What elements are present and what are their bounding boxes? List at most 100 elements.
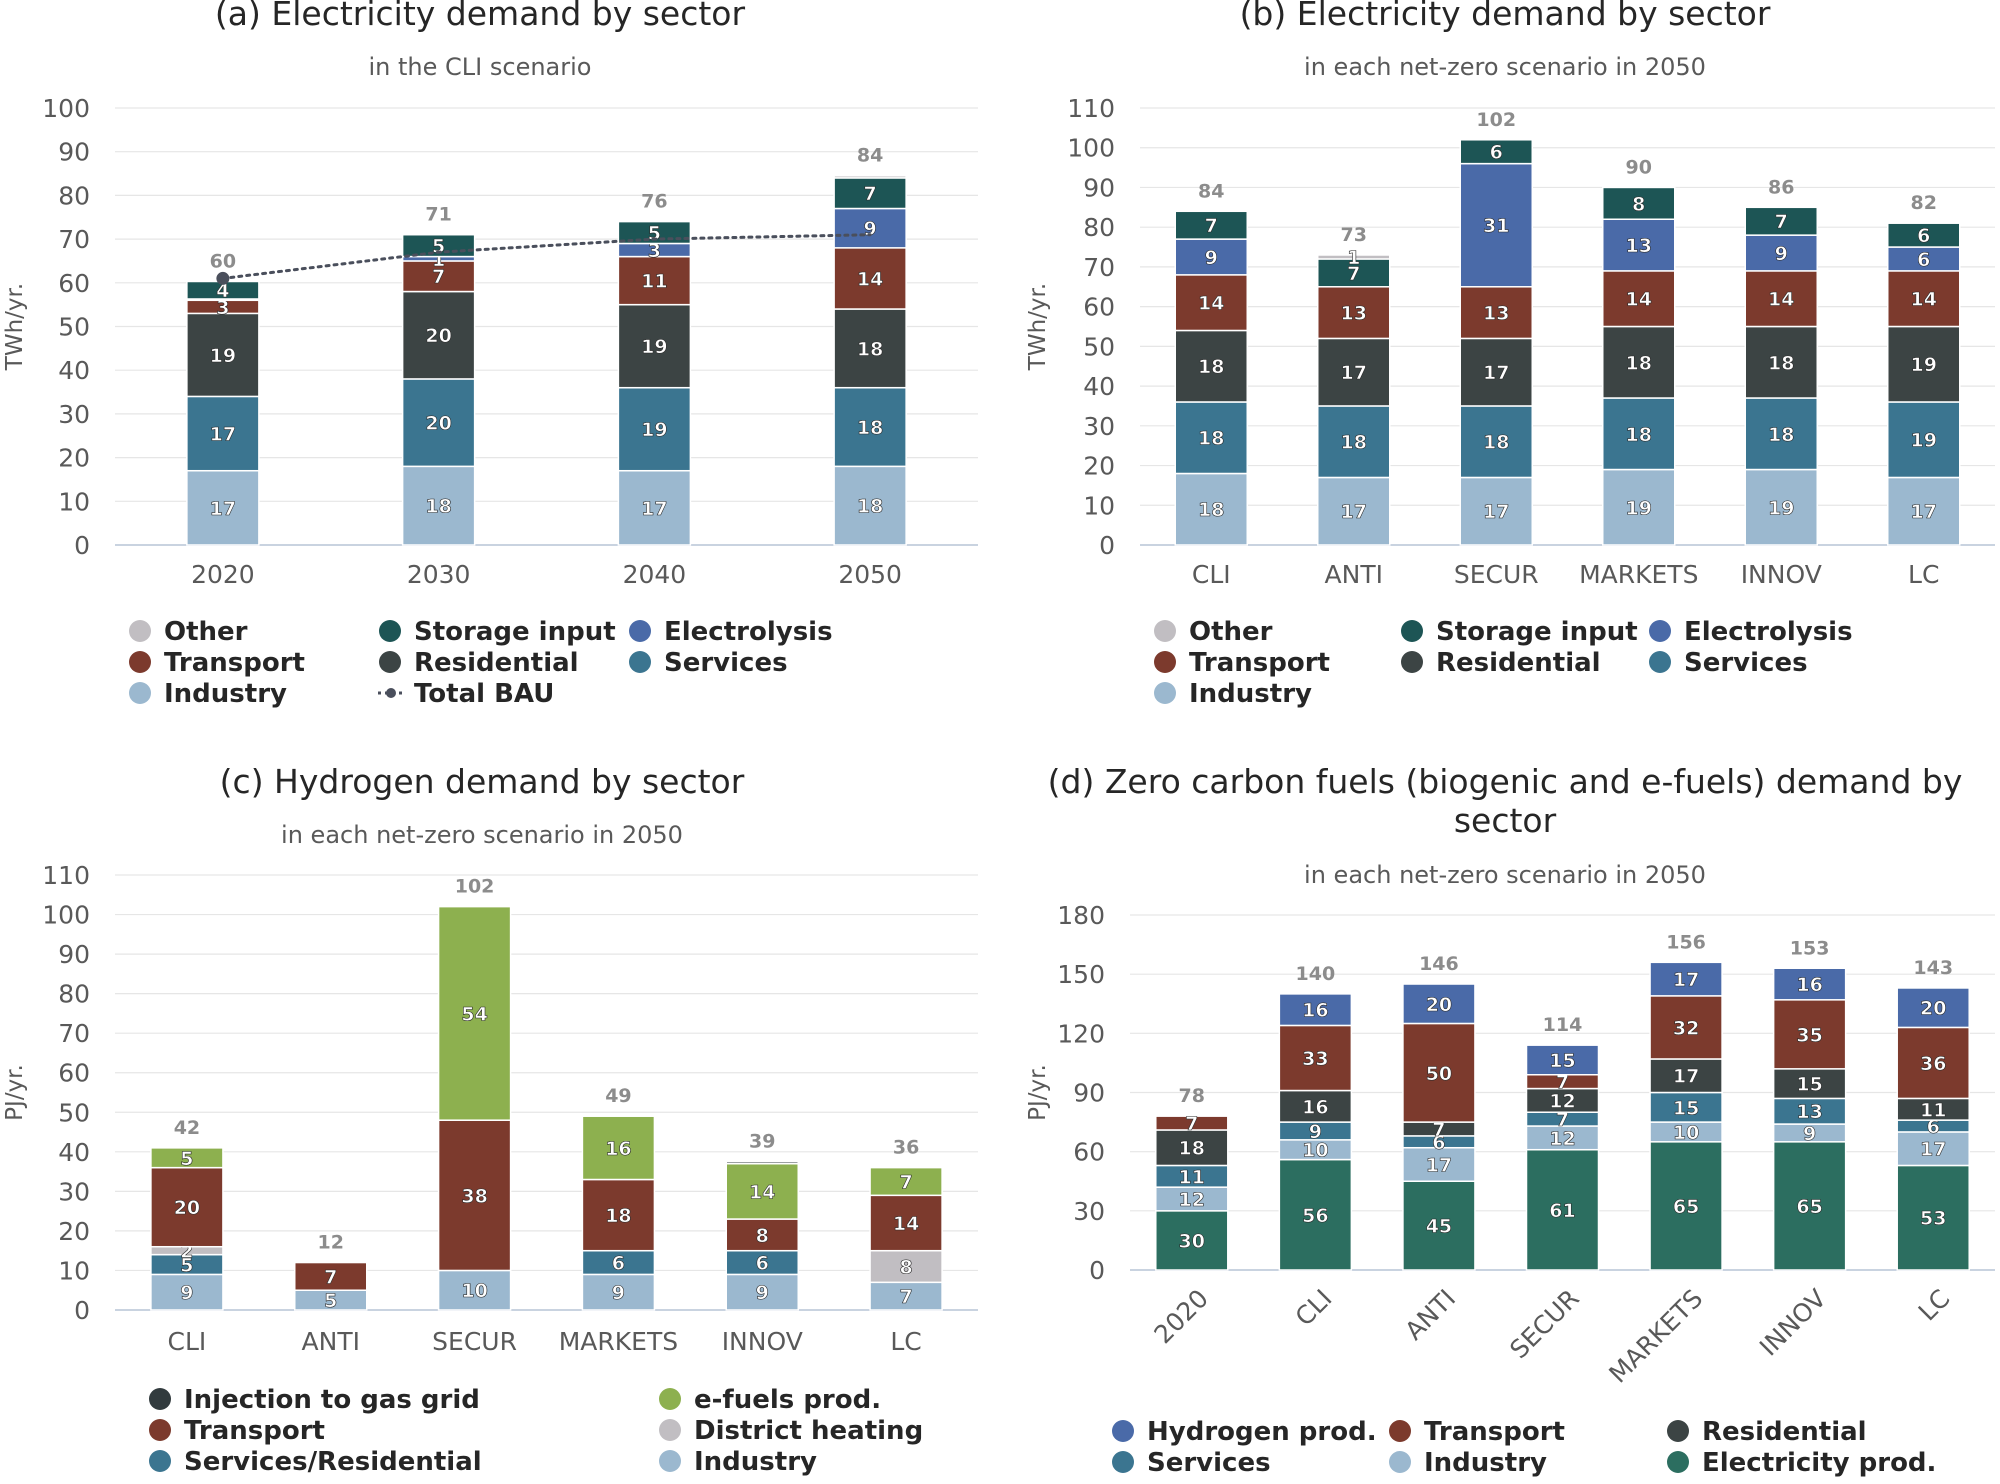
bar-value-label: 18: [1198, 499, 1224, 521]
bar-segment: [437, 1119, 512, 1272]
bar-segment: [1887, 270, 1961, 328]
y-axis-label-d: PJ/yr.: [1025, 1064, 1051, 1121]
chart-subtitle-d: in each net-zero scenario in 2050: [1304, 861, 1706, 889]
bar-total-label: 60: [210, 250, 236, 272]
bar-value-label: 18: [1483, 432, 1509, 454]
bar-segment: [1459, 476, 1533, 546]
bar-value-label: 18: [1198, 428, 1224, 450]
bar-segment: [1602, 218, 1676, 272]
y-tick-label: 90: [1073, 1079, 1105, 1108]
legend-label: Transport: [164, 648, 305, 678]
bar-segment: [401, 465, 476, 546]
x-category-label: INNOV: [722, 1327, 803, 1356]
bar-value-label: 18: [857, 496, 883, 518]
bar-segment: [1317, 405, 1391, 479]
legend-swatch: [659, 1450, 681, 1472]
bar-segment: [1317, 254, 1391, 260]
legend-label: Transport: [1189, 648, 1330, 678]
bar-value-label: 7: [1556, 1109, 1569, 1131]
bar-segment: [1174, 472, 1248, 546]
bar-value-label: 6: [1432, 1132, 1445, 1154]
legend-label: Injection to gas grid: [184, 1385, 480, 1415]
bar-segment: [1402, 1146, 1476, 1182]
bar-segment: [401, 260, 476, 293]
y-tick-label: 100: [42, 94, 90, 123]
bar-value-label: 19: [210, 345, 236, 367]
legend-label: Electrolysis: [1684, 617, 1853, 647]
bar-value-label: 56: [1302, 1205, 1328, 1227]
bar-value-label: 17: [1341, 501, 1367, 523]
legend-label: Residential: [414, 648, 579, 678]
bar-segment: [1772, 1141, 1847, 1271]
bar-value-label: 36: [1920, 1053, 1946, 1075]
legend-swatch: [379, 620, 401, 642]
y-tick-label: 80: [58, 980, 90, 1009]
bar-value-label: 15: [1796, 1074, 1822, 1096]
bar-total-label: 36: [893, 1137, 919, 1159]
bar-segment: [617, 255, 692, 306]
bar-value-label: 18: [425, 496, 451, 518]
bar-value-label: 14: [749, 1181, 775, 1203]
legend-label: Total BAU: [414, 679, 554, 709]
bar-segment: [1459, 162, 1533, 288]
bar-segment: [869, 1281, 943, 1311]
bar-segment: [1887, 476, 1961, 546]
y-tick-label: 30: [1083, 412, 1115, 441]
bar-segment: [1772, 999, 1847, 1070]
bar-segment: [617, 469, 692, 546]
bar-value-label: 7: [1185, 1113, 1198, 1135]
bar-value-label: 9: [180, 1282, 193, 1304]
bar-total-label: 73: [1341, 224, 1367, 246]
bar-segment: [725, 1160, 799, 1165]
bar-value-label: 7: [1205, 215, 1218, 237]
bar-value-label: 1: [1347, 247, 1360, 269]
bar-segment: [1402, 1180, 1476, 1271]
legend-swatch: [149, 1450, 171, 1472]
bar-segment: [1744, 468, 1818, 546]
bar-segment: [186, 469, 260, 546]
bar-value-label: 17: [1920, 1139, 1946, 1161]
bar-value-label: 10: [1302, 1140, 1328, 1162]
bar-value-label: 16: [1302, 1096, 1328, 1118]
bar-value-label: 7: [432, 266, 445, 288]
bar-value-label: 17: [1426, 1154, 1452, 1176]
bar-value-label: 18: [1626, 352, 1652, 374]
bar-segment: [186, 395, 260, 472]
panel-d: (d) Zero carbon fuels (biogenic and e-fu…: [1025, 762, 1995, 1478]
legend-swatch: [1154, 682, 1176, 704]
bar-segment: [1317, 286, 1391, 340]
panel-b: (b) Electricity demand by sector in each …: [1025, 0, 1995, 709]
bar-value-label: 54: [461, 1003, 487, 1025]
x-category-label: SECUR: [1454, 560, 1539, 589]
chart-title-c: (c) Hydrogen demand by sector: [220, 762, 745, 801]
bar-value-label: 17: [641, 498, 667, 520]
legend-label: Industry: [1189, 679, 1312, 709]
bar-value-label: 13: [1626, 235, 1652, 257]
y-tick-label: 100: [42, 901, 90, 930]
legend-swatch: [149, 1388, 171, 1410]
y-tick-label: 40: [58, 356, 90, 385]
bar-segment: [294, 1261, 368, 1291]
bar-segment: [1649, 1091, 1723, 1123]
bar-value-label: 7: [1432, 1119, 1445, 1141]
bar-total-label: 39: [749, 1131, 775, 1153]
bar-segment: [1317, 337, 1391, 407]
bar-value-label: 19: [641, 419, 667, 441]
bar-total-label: 90: [1626, 156, 1652, 178]
bar-value-label: 19: [641, 336, 667, 358]
bar-total-label: 82: [1911, 192, 1937, 214]
bar-value-label: 5: [648, 223, 661, 245]
bar-segment: [1402, 983, 1476, 1025]
bar-total-label: 114: [1543, 1014, 1583, 1036]
bar-value-label: 15: [1673, 1097, 1699, 1119]
bar-value-label: 17: [1673, 969, 1699, 991]
legend-label: Industry: [694, 1447, 817, 1477]
y-tick-label: 40: [58, 1138, 90, 1167]
x-category-label: 2050: [838, 560, 902, 589]
bar-value-label: 65: [1673, 1196, 1699, 1218]
bar-segment: [150, 1166, 224, 1248]
chart-title-line2-d: sector: [1454, 801, 1557, 840]
legend-label: e-fuels prod.: [694, 1385, 881, 1415]
bar-segment: [725, 1162, 799, 1220]
bar-segment: [1649, 995, 1723, 1060]
